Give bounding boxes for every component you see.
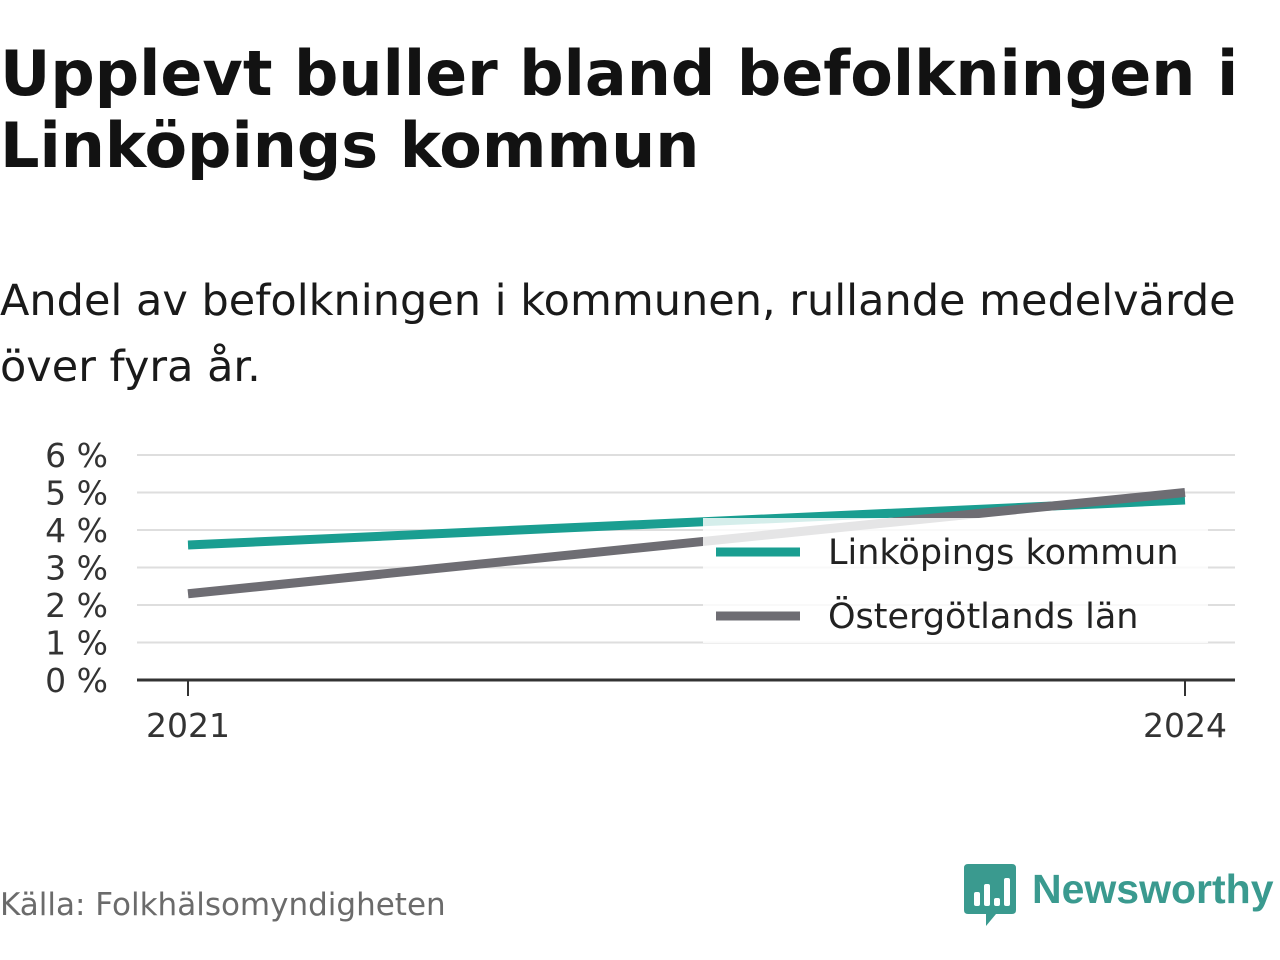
y-tick-label: 3 % — [45, 549, 108, 588]
y-tick-label: 2 % — [45, 586, 108, 625]
newsworthy-bar-chart-icon — [964, 864, 1016, 926]
y-tick-label: 0 % — [45, 661, 108, 700]
y-tick-label: 4 % — [45, 511, 108, 550]
y-tick-label: 5 % — [45, 474, 108, 513]
series-lines — [187, 488, 1186, 599]
brand-name: Newsworthy — [1032, 866, 1274, 912]
legend-background — [703, 518, 1208, 643]
legend-label: Östergötlands län — [828, 595, 1138, 637]
chart-subtitle: Andel av befolkningen i kommunen, rullan… — [0, 276, 1236, 392]
source-note: Källa: Folkhälsomyndigheten — [0, 887, 446, 923]
line-chart: 0 %1 %2 %3 %4 %5 %6 % Linköpings kommun Ö… — [45, 436, 1235, 745]
legend-label: Linköpings kommun — [828, 533, 1179, 573]
x-tick-label: 2021 — [146, 706, 230, 745]
y-tick-label: 1 % — [45, 624, 108, 663]
y-tick-label: 6 % — [45, 436, 108, 475]
series-line-1 — [187, 488, 1186, 599]
x-axis: 2021 2024 — [137, 678, 1235, 745]
chart-title: Upplevt buller bland befolkningen i Link… — [0, 37, 1239, 182]
x-tick-label: 2024 — [1143, 706, 1227, 745]
legend: Linköpings kommun Östergötlands län — [703, 518, 1208, 643]
y-axis-ticks: 0 %1 %2 %3 %4 %5 %6 % — [45, 436, 108, 700]
